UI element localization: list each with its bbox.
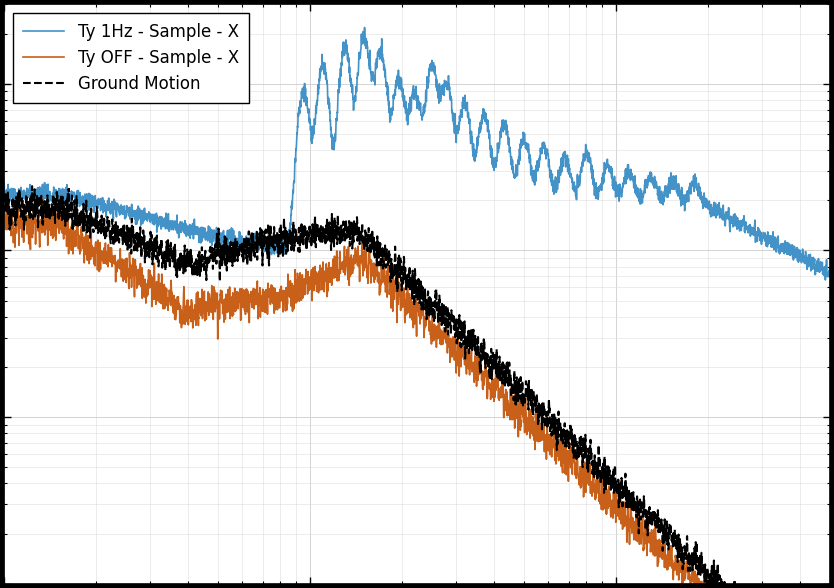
Line: Ty 1Hz - Sample - X: Ty 1Hz - Sample - X <box>4 28 830 280</box>
Ty 1Hz - Sample - X <box>0 179 9 186</box>
Ty 1Hz - Sample - X <box>821 276 831 283</box>
Ground Motion <box>678 550 688 557</box>
Ty 1Hz - Sample - X <box>825 269 834 276</box>
Ground Motion <box>495 353 505 360</box>
Ty OFF - Sample - X <box>678 571 688 578</box>
Ty 1Hz - Sample - X <box>359 24 369 31</box>
Ty OFF - Sample - X <box>615 488 626 495</box>
Ground Motion <box>0 204 9 211</box>
Ty OFF - Sample - X <box>0 215 9 222</box>
Ground Motion <box>536 406 546 413</box>
Ty 1Hz - Sample - X <box>314 68 324 75</box>
Line: Ground Motion: Ground Motion <box>4 186 830 588</box>
Ty 1Hz - Sample - X <box>678 195 688 202</box>
Ground Motion <box>314 226 324 233</box>
Ty 1Hz - Sample - X <box>495 141 505 148</box>
Line: Ty OFF - Sample - X: Ty OFF - Sample - X <box>4 198 830 588</box>
Ground Motion <box>27 183 37 190</box>
Legend: Ty 1Hz - Sample - X, Ty OFF - Sample - X, Ground Motion: Ty 1Hz - Sample - X, Ty OFF - Sample - X… <box>13 12 249 103</box>
Ty OFF - Sample - X <box>314 277 324 284</box>
Ty 1Hz - Sample - X <box>536 146 546 153</box>
Ty OFF - Sample - X <box>149 260 159 267</box>
Ty OFF - Sample - X <box>495 393 505 400</box>
Ty 1Hz - Sample - X <box>615 185 626 192</box>
Ground Motion <box>149 242 159 249</box>
Ty OFF - Sample - X <box>38 195 48 202</box>
Ground Motion <box>615 489 626 496</box>
Ty OFF - Sample - X <box>536 427 546 435</box>
Ty 1Hz - Sample - X <box>149 221 159 228</box>
